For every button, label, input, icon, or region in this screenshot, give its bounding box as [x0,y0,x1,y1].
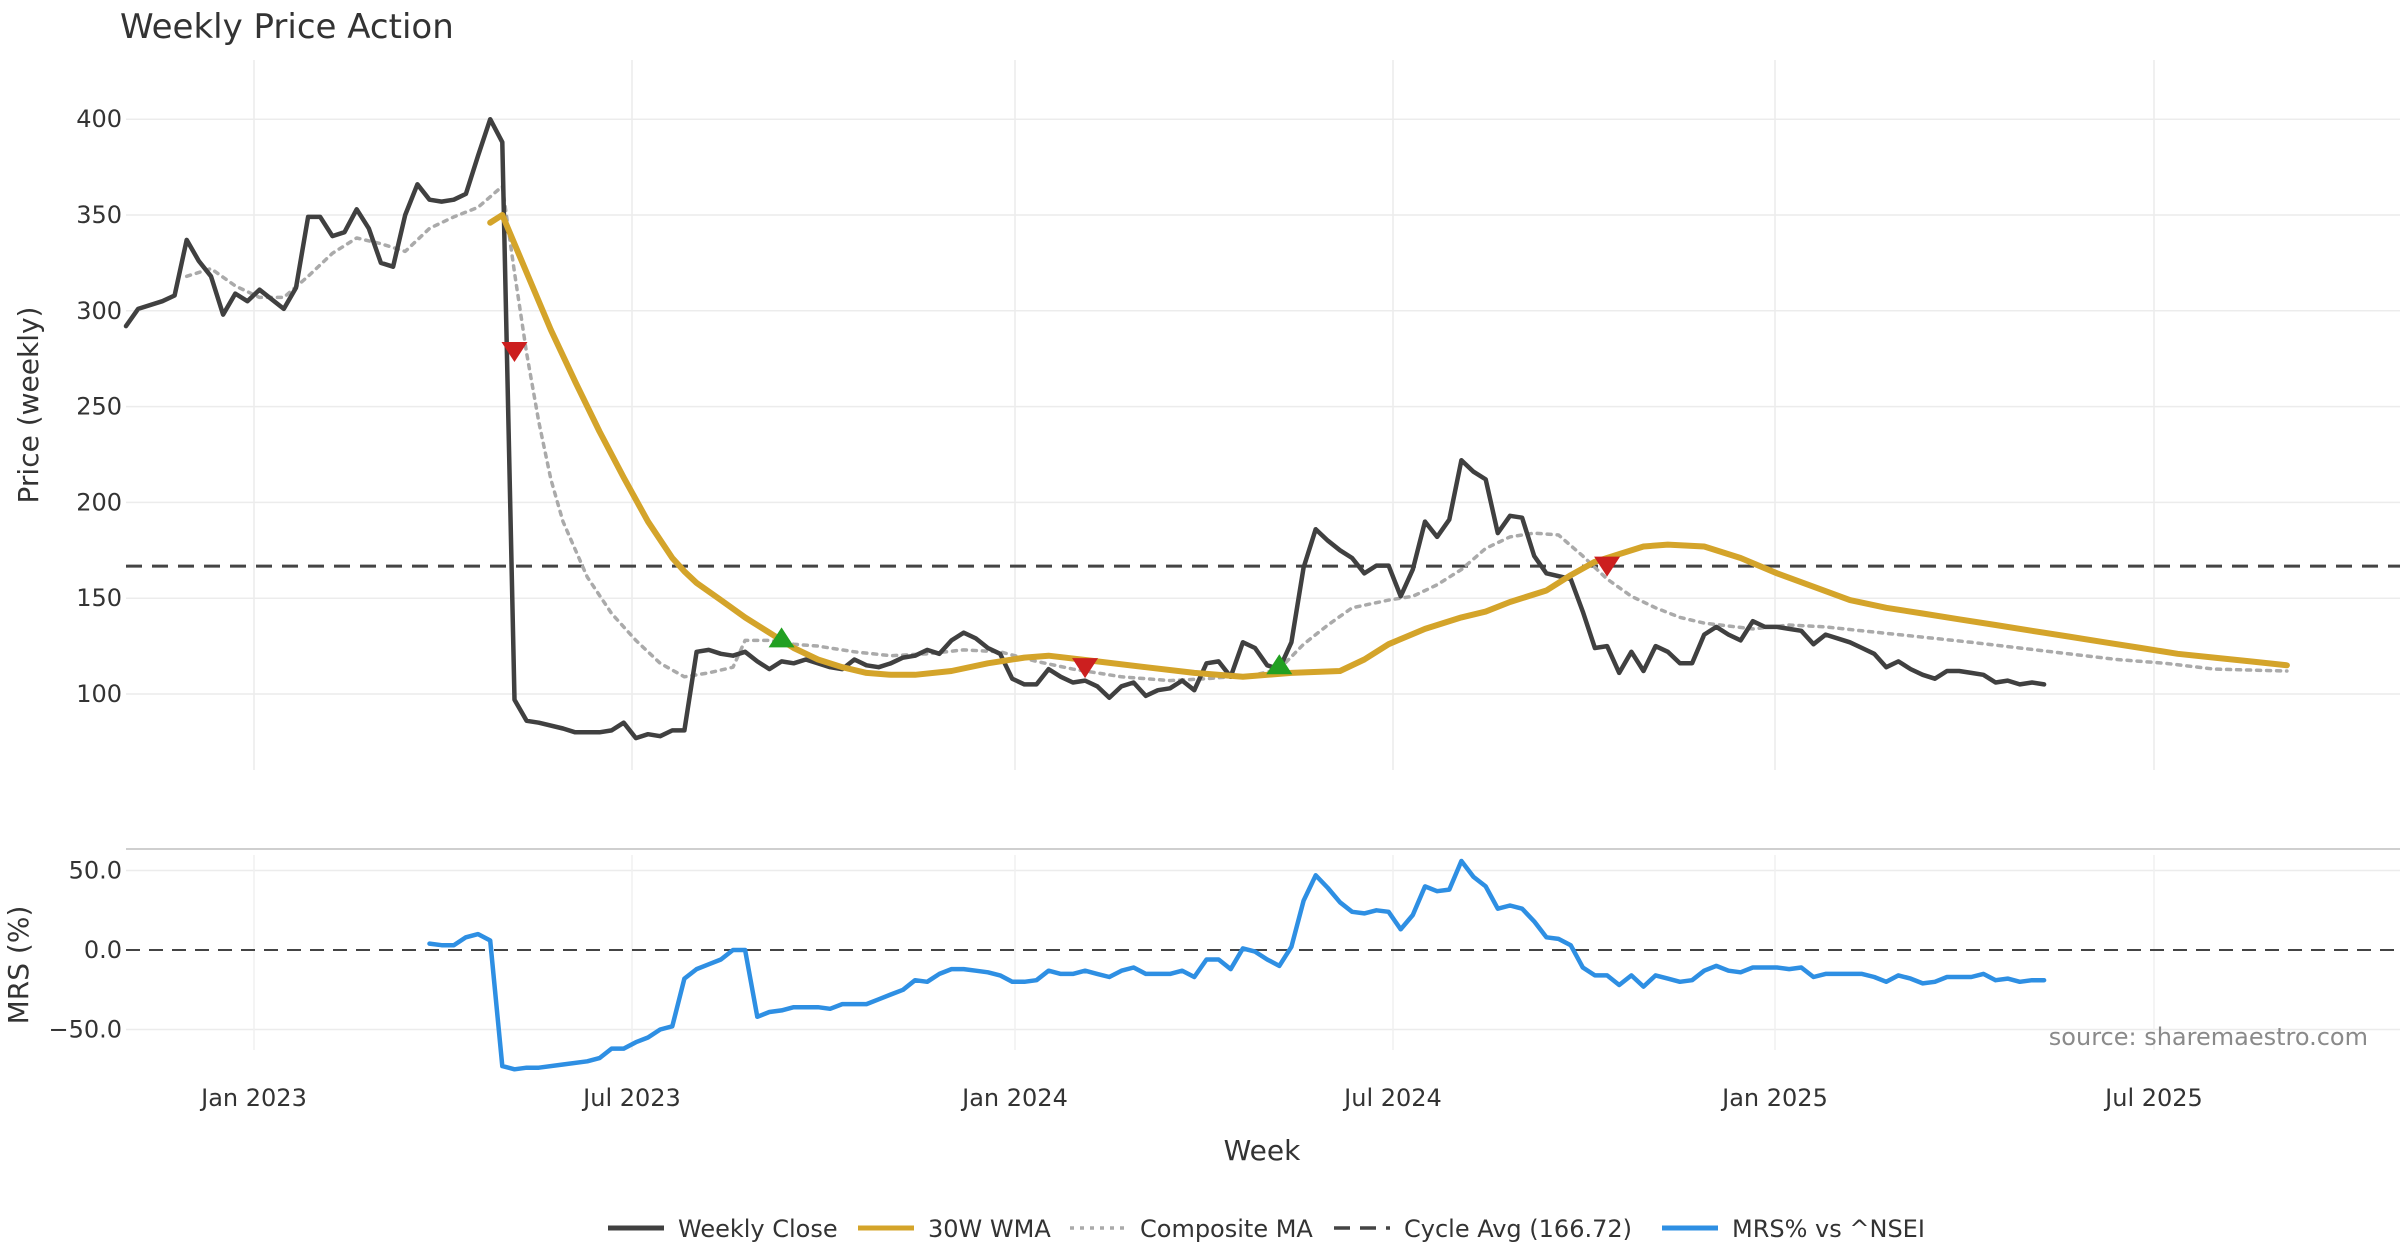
price-panel-grid [126,60,2400,770]
legend-label: Cycle Avg (166.72) [1404,1215,1632,1243]
price-y-tick: 200 [76,488,122,516]
buy-signal-marker [768,627,795,648]
mrs-panel-grid [126,848,2400,1050]
signal-markers [501,342,1621,679]
weekly-close-line [123,116,2047,741]
x-tick-label: Jan 2023 [199,1084,307,1112]
x-tick-label: Jul 2024 [1342,1084,1442,1112]
legend-label: 30W WMA [928,1215,1051,1243]
legend-item: Composite MA [1070,1215,1313,1243]
legend-label: Weekly Close [678,1215,838,1243]
price-y-axis-label: Price (weekly) [12,307,45,504]
x-tick-label: Jul 2023 [581,1084,681,1112]
wma-30w-line [487,212,2290,680]
mrs-y-axis-label: MRS (%) [2,906,35,1025]
mrs-line [427,858,2047,1072]
mrs-y-tick: 0.0 [84,936,122,964]
x-tick-label: Jan 2024 [960,1084,1068,1112]
chart-title: Weekly Price Action [120,7,454,47]
price-y-tick: 250 [76,393,122,421]
legend-item: 30W WMA [858,1215,1051,1243]
sell-signal-marker [1594,556,1621,577]
price-y-tick: 150 [76,584,122,612]
mrs-y-tick: 50.0 [69,857,122,885]
legend-item: Weekly Close [608,1215,838,1243]
legend-label: MRS% vs ^NSEI [1732,1215,1925,1243]
legend-item: MRS% vs ^NSEI [1662,1215,1925,1243]
buy-signal-marker [1266,654,1293,675]
sell-signal-marker [501,342,528,363]
price-y-tick: 400 [76,105,122,133]
legend-label: Composite MA [1140,1215,1313,1243]
x-axis: Jan 2023 Jul 2023 Jan 2024 Jul 2024 Jan 2025… [199,1084,2203,1112]
price-y-tick: 350 [76,201,122,229]
sell-signal-marker [1072,658,1099,679]
x-axis-label: Week [1224,1134,1301,1167]
mrs-panel-series [126,858,2400,1072]
price-y-tick: 100 [76,680,122,708]
price-y-axis: 100 150 200 250 300 350 400 [76,105,122,708]
x-tick-label: Jan 2025 [1720,1084,1828,1112]
price-panel-series [123,116,2400,741]
legend-item: Cycle Avg (166.72) [1334,1215,1632,1243]
source-note: source: sharemaestro.com [2049,1023,2368,1051]
price-y-tick: 300 [76,297,122,325]
legend: Weekly Close 30W WMA Composite MA Cycle Avg… [608,1215,1925,1243]
mrs-y-tick: −50.0 [48,1016,122,1044]
x-tick-label: Jul 2025 [2103,1084,2203,1112]
composite-ma-line [184,184,2289,683]
mrs-y-axis: 50.0 0.0 −50.0 [48,857,122,1044]
